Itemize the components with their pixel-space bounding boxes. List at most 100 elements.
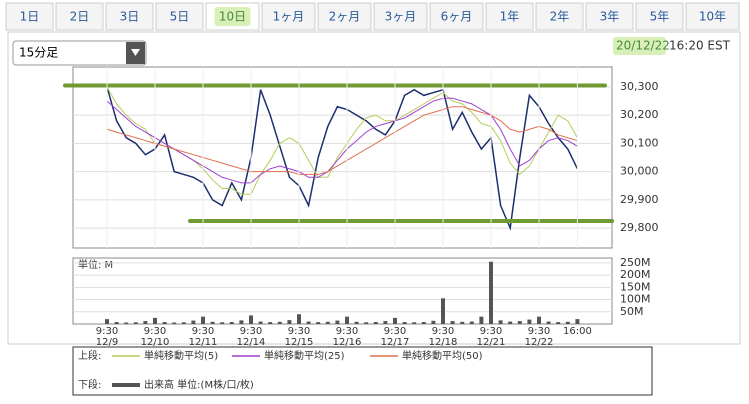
volume-bar (268, 322, 273, 324)
tab[interactable]: 2年 (535, 2, 584, 31)
volume-bar (239, 320, 244, 324)
volume-bar (172, 322, 177, 324)
tab[interactable]: 3ヶ月 (373, 2, 428, 31)
y-tick-label: 29,800 (620, 221, 659, 234)
volume-bar (325, 321, 330, 324)
tab[interactable]: 10年 (685, 2, 740, 31)
interval-select[interactable] (12, 40, 147, 66)
tab-label: 2ヶ月 (329, 10, 361, 24)
volume-bar (393, 317, 397, 324)
tab[interactable]: 3年 (585, 2, 634, 31)
volume-bar (306, 321, 311, 324)
volume-bar (258, 321, 263, 324)
volume-bar (412, 322, 417, 324)
y-tick-label: 30,100 (620, 136, 659, 149)
tab-label: 5日 (170, 10, 190, 24)
volume-bar (421, 322, 426, 324)
legend-upper: 上段: (78, 349, 101, 362)
tab-bg (585, 2, 634, 31)
volume-bar (201, 316, 205, 324)
tab-label: 2日 (70, 10, 90, 24)
tab-label: 3ヶ月 (385, 10, 417, 24)
tab[interactable]: 1日 (5, 2, 54, 31)
time: 16:20 EST (669, 39, 731, 53)
tab-label: 10年 (699, 10, 726, 24)
volume-bar (287, 320, 292, 324)
volume-bar (441, 298, 445, 324)
volume-bar (124, 322, 129, 324)
x-tick-label: 9:30 12/11 (189, 326, 218, 348)
tab[interactable]: 3日 (105, 2, 154, 31)
tab-label: 1年 (500, 10, 520, 24)
volume-bar (354, 321, 359, 324)
x-tick-label: 9:30 12/16 (333, 326, 362, 348)
y-tick-label: 29,900 (620, 193, 659, 206)
tab-label: 10日 (219, 10, 246, 24)
tab-bg (5, 2, 54, 31)
tab[interactable]: 1年 (485, 2, 534, 31)
x-tick-label: 16:00 (563, 326, 592, 337)
volume-bar (469, 321, 474, 324)
volume-bar (565, 321, 570, 324)
volume-bar (181, 322, 186, 324)
volume-bar (297, 314, 301, 324)
tab-highlight (214, 7, 251, 26)
volume-bar (105, 319, 109, 324)
volume-bar (383, 321, 388, 324)
y-tick-label: 150M (620, 280, 651, 293)
volume-plot (72, 257, 613, 325)
volume-bar (431, 320, 436, 324)
tab[interactable]: 10日 (205, 2, 260, 31)
tab[interactable]: 5年 (635, 2, 684, 31)
volume-bar (277, 321, 282, 324)
date-highlight (613, 37, 666, 55)
tab-bg (373, 2, 428, 31)
tab-bg (155, 2, 204, 31)
x-tick-label: 9:30 12/14 (237, 326, 266, 348)
tab-bg (105, 2, 154, 31)
tab-label: 3年 (600, 10, 620, 24)
volume-bar (479, 316, 484, 324)
volume-bar (450, 321, 455, 324)
legend-label: 単純移動平均(25) (264, 349, 345, 362)
y-tick-label: 30,200 (620, 108, 659, 121)
volume-bar (489, 261, 493, 324)
tab-bg (635, 2, 684, 31)
volume-bar (191, 320, 196, 324)
tab[interactable]: 6ヶ月 (429, 2, 484, 31)
volume-bar (210, 321, 215, 324)
volume-bar (249, 315, 253, 324)
tab[interactable]: 2日 (55, 2, 104, 31)
volume-bar (546, 321, 551, 324)
tab[interactable]: 1ヶ月 (261, 2, 316, 31)
interval-label: 15分足 (19, 46, 58, 60)
volume-bar (220, 322, 225, 324)
volume-bar (133, 322, 138, 324)
volume-bar (517, 321, 522, 324)
moving-average-line (106, 106, 578, 175)
volume-bar (162, 322, 167, 324)
volume-bar (114, 322, 119, 324)
y-tick-label: 250M (620, 256, 651, 269)
tab-bg (55, 2, 104, 31)
plot-layer: 29,800 29,900 30,000 30,100 30,200 30,300 50M 1… (63, 67, 659, 391)
tab[interactable]: 2ヶ月 (317, 2, 372, 31)
x-tick-label: 9:30 12/17 (381, 326, 410, 348)
volume-bar (335, 320, 340, 324)
tab-bg (261, 2, 316, 31)
x-tick-label: 9:30 12/21 (477, 326, 506, 348)
y-tick-label: 30,000 (620, 165, 659, 178)
x-tick-label: 9:30 12/9 (96, 326, 118, 348)
y-tick-label: 30,300 (620, 80, 659, 93)
volume-bar (498, 320, 503, 324)
tab-bg (685, 2, 740, 31)
legend-lower: 下段: (78, 378, 101, 391)
y-tick-label: 50M (620, 305, 644, 318)
volume-bar (575, 319, 580, 324)
tab[interactable]: 5日 (155, 2, 204, 31)
tab-bg (535, 2, 584, 31)
x-tick-label: 9:30 12/10 (141, 326, 170, 348)
volume-bar (153, 317, 157, 324)
legend-label: 出来高 単位:(M株/口/枚) (144, 378, 254, 391)
